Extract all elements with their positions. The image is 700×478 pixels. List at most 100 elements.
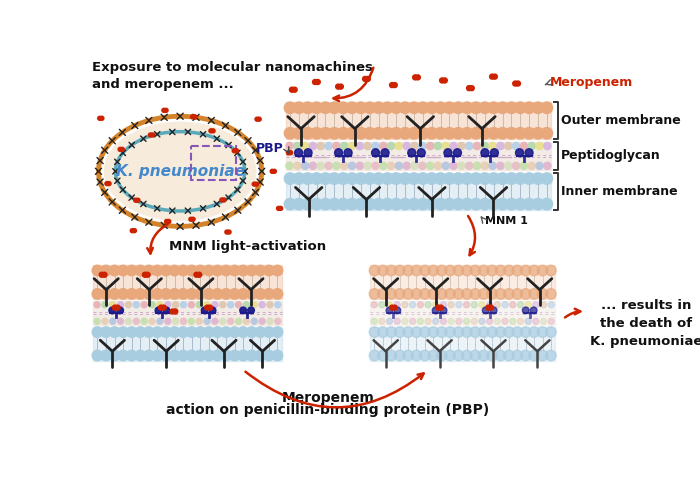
Circle shape [532,173,544,185]
Circle shape [419,142,426,150]
Circle shape [235,302,241,308]
Circle shape [541,128,552,139]
Circle shape [466,86,472,91]
Circle shape [152,350,162,361]
Circle shape [391,173,402,185]
Circle shape [317,142,324,150]
Circle shape [107,182,111,185]
Circle shape [417,149,425,157]
Circle shape [228,302,234,308]
Circle shape [186,327,197,337]
Circle shape [394,307,400,314]
Circle shape [337,198,349,210]
Circle shape [311,128,322,139]
Circle shape [545,327,557,337]
Circle shape [402,289,414,299]
Circle shape [276,206,281,210]
Circle shape [152,289,162,299]
Circle shape [524,198,535,210]
Circle shape [514,198,526,210]
Circle shape [372,142,379,150]
Circle shape [157,302,163,308]
Circle shape [461,128,473,139]
Circle shape [435,102,447,113]
Circle shape [186,350,197,361]
Circle shape [127,350,137,361]
Circle shape [428,289,439,299]
Circle shape [470,102,482,113]
Text: PBP: PBP [256,141,284,155]
Circle shape [478,327,489,337]
Circle shape [225,230,229,234]
Circle shape [458,142,465,150]
Circle shape [452,173,464,185]
Circle shape [377,289,388,299]
Circle shape [161,289,172,299]
Circle shape [503,350,514,361]
Circle shape [272,169,276,174]
Circle shape [220,265,231,276]
Circle shape [408,128,420,139]
Circle shape [346,198,358,210]
Circle shape [489,305,493,310]
Circle shape [532,128,544,139]
Circle shape [235,318,241,324]
Circle shape [238,289,248,299]
Circle shape [355,198,367,210]
Circle shape [537,289,548,299]
Circle shape [433,302,439,308]
Circle shape [386,302,393,308]
Circle shape [364,102,375,113]
Circle shape [497,173,508,185]
Circle shape [372,162,379,169]
Circle shape [118,327,128,337]
Circle shape [505,142,512,150]
Circle shape [419,350,430,361]
Circle shape [105,182,109,185]
Circle shape [435,128,447,139]
Circle shape [220,302,226,308]
Circle shape [94,318,100,324]
Circle shape [491,149,498,157]
Circle shape [169,327,180,337]
Circle shape [220,198,224,202]
Circle shape [373,102,384,113]
Circle shape [517,302,524,308]
Circle shape [548,302,554,308]
Circle shape [548,318,554,324]
Circle shape [408,102,420,113]
Circle shape [161,265,172,276]
Circle shape [286,151,290,155]
Circle shape [164,302,171,308]
Circle shape [520,265,531,276]
Circle shape [494,302,500,308]
Circle shape [252,182,256,186]
Circle shape [411,289,422,299]
Circle shape [102,318,108,324]
Circle shape [204,305,210,310]
Circle shape [479,102,491,113]
Circle shape [161,305,166,310]
Circle shape [488,173,499,185]
Circle shape [164,109,168,112]
Circle shape [428,327,439,337]
Circle shape [410,302,416,308]
Circle shape [144,289,154,299]
Circle shape [497,162,504,169]
Text: action on penicillin-binding protein (PBP): action on penicillin-binding protein (PB… [167,403,489,417]
Circle shape [267,318,273,324]
Circle shape [344,149,352,157]
Circle shape [294,162,301,169]
Circle shape [489,162,496,169]
Circle shape [545,265,557,276]
Circle shape [284,173,296,185]
Circle shape [524,173,535,185]
Circle shape [461,350,472,361]
Circle shape [196,318,202,324]
Circle shape [442,78,447,83]
Circle shape [369,327,380,337]
Circle shape [369,265,380,276]
Circle shape [497,142,504,150]
Circle shape [382,128,393,139]
Circle shape [417,198,428,210]
